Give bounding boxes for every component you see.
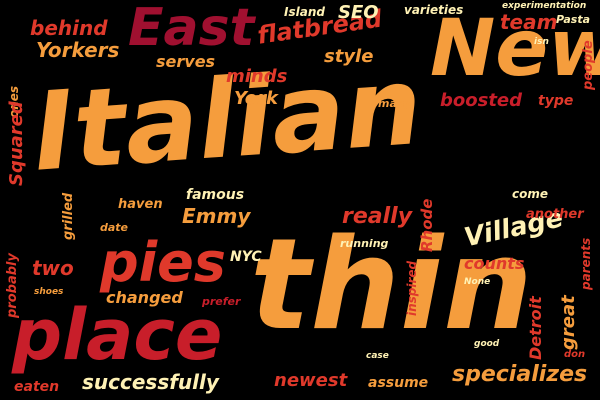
word-varieties: varieties [404,3,464,17]
word-yorkers: Yorkers [36,38,120,62]
word-seo: SEO [338,2,379,23]
word-people: people [581,40,596,90]
word-detroit: Detroit [526,296,545,360]
word-new: New [430,4,600,94]
word-changed: changed [106,288,183,307]
word-nyc: NYC [230,249,262,265]
word-grilled: grilled [61,192,76,240]
word-successfully: successfully [82,370,219,394]
word-inspired: inspired [405,260,419,316]
word-pies: pies [100,231,226,294]
word-team: team [500,10,558,34]
word-case: case [366,351,389,361]
word-none: None [464,277,491,287]
word-don: don [564,349,586,360]
word-counts: counts [464,254,525,273]
word-rhode: Rhode [418,198,436,252]
word-squared: Squared [6,101,27,186]
word-specializes: specializes [452,362,588,387]
word-date: date [100,221,129,234]
word-running: running [340,237,389,250]
word-minds: minds [226,66,288,87]
word-boosted: boosted [440,90,523,111]
word-probably: probably [5,253,20,318]
word-style: style [324,46,374,67]
word-good: good [474,339,500,349]
word-many: many [378,97,412,110]
word-experimentation: experimentation [502,1,587,11]
word-assume: assume [368,375,429,391]
word-parents: parents [579,237,593,290]
word-island: Island [284,5,325,19]
word-great: great [558,295,579,350]
word-east: East [128,0,255,58]
word-place: place [12,294,223,376]
word-eaten: eaten [14,379,60,395]
word-type: type [538,93,574,109]
word-emmy: Emmy [182,204,251,228]
word-another: another [526,207,584,222]
word-famous: famous [186,187,245,203]
word-isn: isn [534,37,549,47]
word-pasta: Pasta [556,13,591,26]
word-york: York [234,88,278,109]
word-shoes: shoes [34,287,64,297]
word-thin: thin [250,211,533,358]
word-prefer: prefer [202,295,241,308]
word-haven: haven [118,197,163,212]
word-serves: serves [156,52,216,71]
word-come: come [512,187,548,201]
word-behind: behind [30,16,108,40]
word-really: really [342,204,413,229]
word-newest: newest [274,370,348,391]
word-two: two [32,256,74,280]
